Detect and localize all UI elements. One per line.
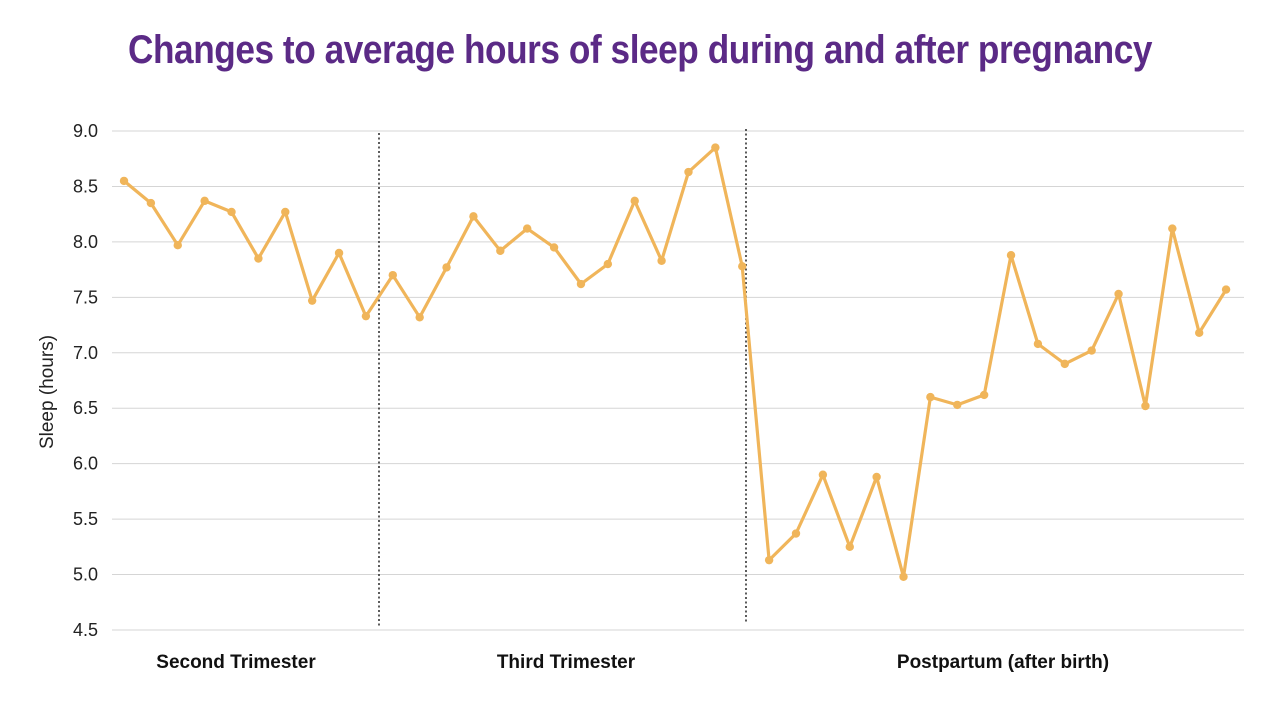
data-point [119,176,129,186]
data-point [872,472,881,482]
data-point [818,470,828,479]
data-point [684,167,693,177]
data-point [1141,401,1150,411]
chart-title: Changes to average hours of sleep during… [128,28,1152,72]
data-point [1087,346,1096,355]
data-point [576,279,586,289]
data-point [1114,289,1123,299]
data-point [227,207,236,217]
y-tick-label: 6.5 [73,398,98,418]
data-point [1168,224,1177,233]
data-point [254,254,263,263]
data-point [845,542,854,552]
series-line-layer [122,146,1228,579]
data-point [953,400,962,410]
y-tick-label: 9.0 [73,121,98,141]
data-point [926,392,935,402]
y-axis: Sleep (hours) 9.0 8.5 8.0 7.5 7.0 6.5 6.0 5.5 5.… [37,121,98,640]
data-point [630,196,639,206]
y-axis-label: Sleep (hours) [37,335,58,449]
data-point [738,262,747,271]
data-point [307,296,317,305]
data-point [603,259,613,269]
y-tick-label: 8.0 [73,232,98,252]
section-labels: Second Trimester Third Trimester Postpartu… [156,652,1109,673]
series-line [122,146,1228,579]
data-point [281,207,290,217]
data-point [549,243,559,252]
y-tick-label: 5.5 [73,509,98,529]
data-point [1033,339,1043,349]
data-point [200,196,209,206]
data-point [523,224,532,233]
data-point [442,263,451,272]
data-point [388,270,397,280]
data-point [415,313,424,322]
data-point [469,212,478,221]
data-points [119,143,1231,581]
y-tick-label: 6.0 [73,454,98,474]
data-point [146,198,156,208]
section-label: Third Trimester [497,652,636,673]
data-point [764,555,774,565]
y-tick-label: 8.5 [73,176,98,196]
y-tick-label: 5.0 [73,565,98,585]
data-point [173,241,182,250]
data-point [1060,359,1070,369]
data-point [334,248,344,258]
section-label: Second Trimester [156,652,316,673]
data-point [1221,285,1231,294]
data-point [979,390,989,400]
y-tick-label: 7.5 [73,287,98,307]
data-point [496,246,505,255]
data-point [657,256,666,265]
y-tick-label: 4.5 [73,620,98,640]
data-point [899,572,908,581]
data-point [1006,250,1016,260]
section-label: Postpartum (after birth) [897,652,1109,673]
data-point [1195,328,1204,338]
grid-lines [112,130,1244,631]
section-dividers [378,129,747,628]
data-point [791,529,801,538]
y-tick-label: 7.0 [73,343,98,363]
data-point [361,311,371,321]
data-point [711,143,720,152]
